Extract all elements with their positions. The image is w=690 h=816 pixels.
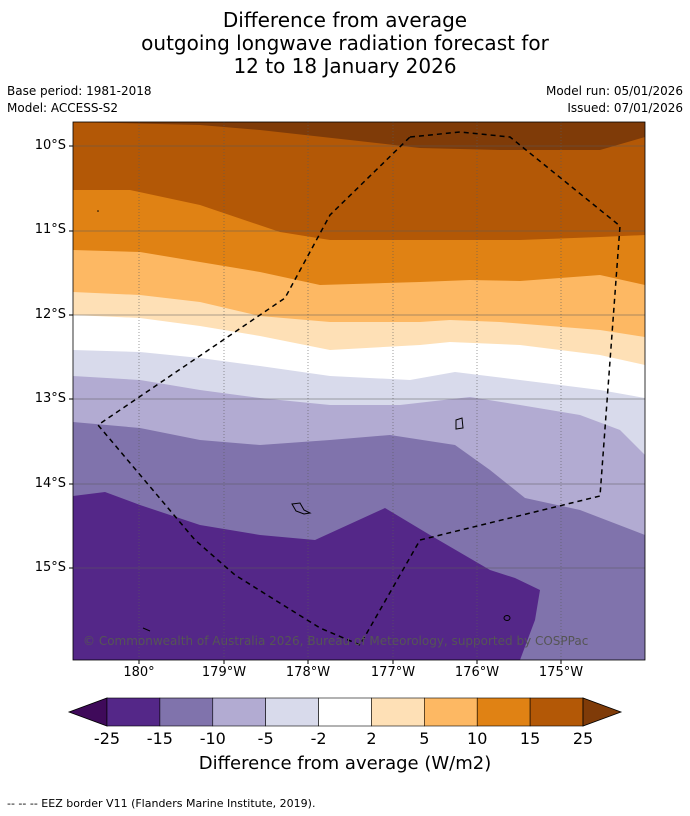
colorbar-tick-label: 2 [366, 729, 377, 748]
island-4 [142, 627, 151, 632]
island-5 [97, 210, 99, 212]
band-above-25 [73, 122, 645, 150]
band-neg25-neg15 [73, 492, 540, 660]
lat-gridlines [73, 145, 645, 569]
island-2 [291, 502, 312, 515]
colorbar-segment [106, 697, 161, 727]
lon-label-179w: 179°W [201, 665, 247, 680]
model-name: Model: ACCESS-S2 [7, 101, 119, 115]
colorbar-tick-label: -5 [257, 729, 274, 748]
colorbar-segment [265, 697, 319, 727]
title-line-1: Difference from average [222, 8, 468, 32]
lon-label-176w: 176°W [454, 665, 500, 680]
model-run: Model run: 05/01/2026 [545, 84, 683, 98]
colorbar-segment [529, 697, 584, 727]
map-frame [72, 121, 646, 661]
title-line-2: outgoing longwave radiation forecast for [141, 31, 549, 55]
base-period: Base period: 1981-2018 [7, 84, 152, 98]
title-line-3: 12 to 18 January 2026 [233, 54, 457, 78]
lat-label-14s: 14°S [34, 476, 66, 491]
colorbar-segment [159, 697, 214, 727]
colorbar-tick-label: 5 [419, 729, 430, 748]
eez-border [96, 131, 621, 646]
colorbar-tick-label: -15 [146, 729, 173, 748]
lat-label-11s: 11°S [34, 222, 66, 237]
colorbar-tick-label: 15 [519, 729, 541, 748]
issued-date: Issued: 07/01/2026 [567, 101, 683, 115]
lon-label-180: 180° [123, 665, 155, 680]
colorbar [67, 697, 623, 727]
lat-label-13s: 13°S [34, 391, 66, 406]
lat-label-12s: 12°S [34, 307, 66, 322]
colorbar-tick-label: -25 [93, 729, 121, 748]
island-1 [455, 417, 464, 430]
colorbar-segment [424, 697, 478, 727]
colorbar-tick-label: 10 [467, 729, 488, 748]
colorbar-tick-label: -10 [199, 729, 226, 748]
lat-label-10s: 10°S [34, 138, 66, 153]
colorbar-extend-low [67, 697, 108, 727]
colorbar-label: Difference from average (W/m2) [198, 753, 492, 774]
lat-label-15s: 15°S [34, 560, 66, 575]
colorbar-tick-label: 25 [572, 729, 594, 748]
map-panel [73, 122, 645, 660]
colorbar-segment [318, 697, 372, 727]
copyright-text: © Commonwealth of Australia 2026, Bureau… [83, 634, 589, 648]
colorbar-tick-label: -2 [310, 729, 327, 748]
lon-label-175w: 175°W [538, 665, 584, 680]
axis-ticks [69, 145, 562, 664]
colorbar-extend-high [582, 697, 623, 727]
island-3 [503, 615, 511, 621]
colorbar-segment [476, 697, 531, 727]
colorbar-segment [371, 697, 425, 727]
colorbar-segment [212, 697, 266, 727]
eez-legend: -- -- -- EEZ border V11 (Flanders Marine… [7, 797, 316, 810]
lon-label-178w: 178°W [285, 665, 331, 680]
lon-label-177w: 177°W [370, 665, 416, 680]
